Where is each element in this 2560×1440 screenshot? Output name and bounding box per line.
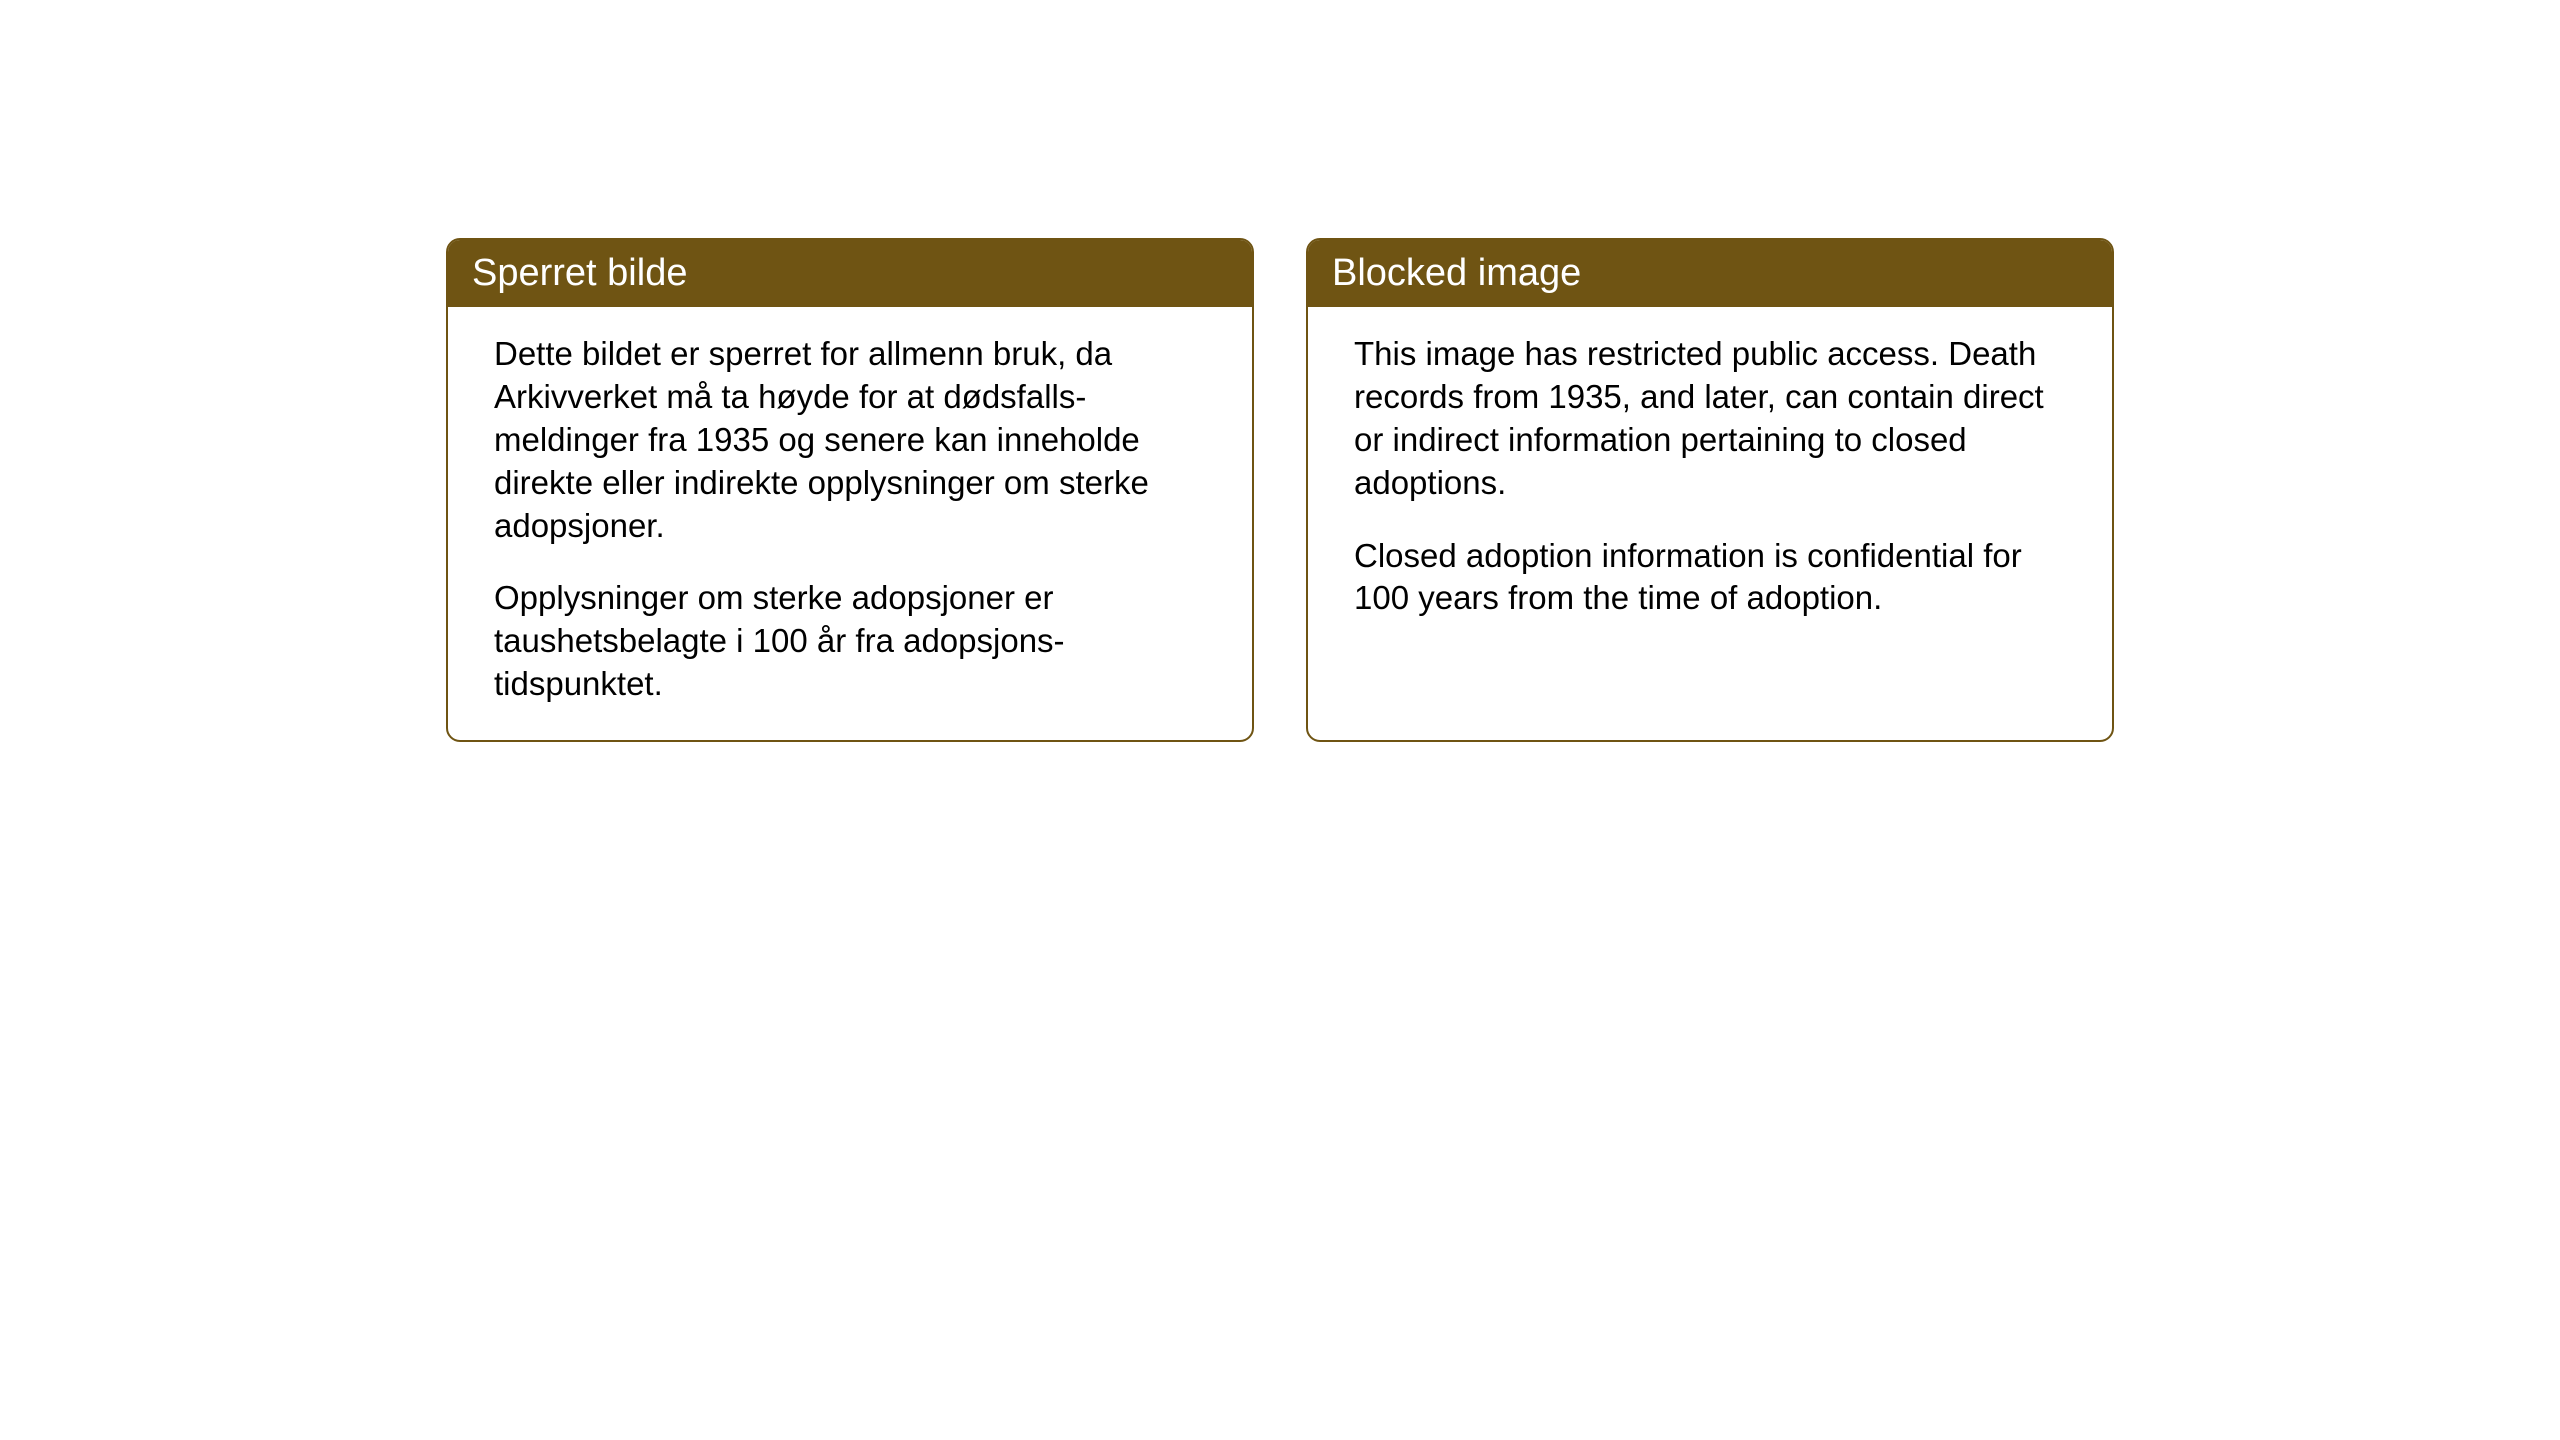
english-card-body: This image has restricted public access.…	[1308, 307, 2112, 654]
cards-container: Sperret bilde Dette bildet er sperret fo…	[446, 238, 2560, 742]
norwegian-card-header: Sperret bilde	[448, 240, 1252, 307]
norwegian-card-body: Dette bildet er sperret for allmenn bruk…	[448, 307, 1252, 740]
english-paragraph-2: Closed adoption information is confident…	[1354, 535, 2066, 621]
english-card: Blocked image This image has restricted …	[1306, 238, 2114, 742]
english-card-header: Blocked image	[1308, 240, 2112, 307]
norwegian-card: Sperret bilde Dette bildet er sperret fo…	[446, 238, 1254, 742]
english-paragraph-1: This image has restricted public access.…	[1354, 333, 2066, 505]
norwegian-paragraph-1: Dette bildet er sperret for allmenn bruk…	[494, 333, 1206, 547]
norwegian-paragraph-2: Opplysninger om sterke adopsjoner er tau…	[494, 577, 1206, 706]
